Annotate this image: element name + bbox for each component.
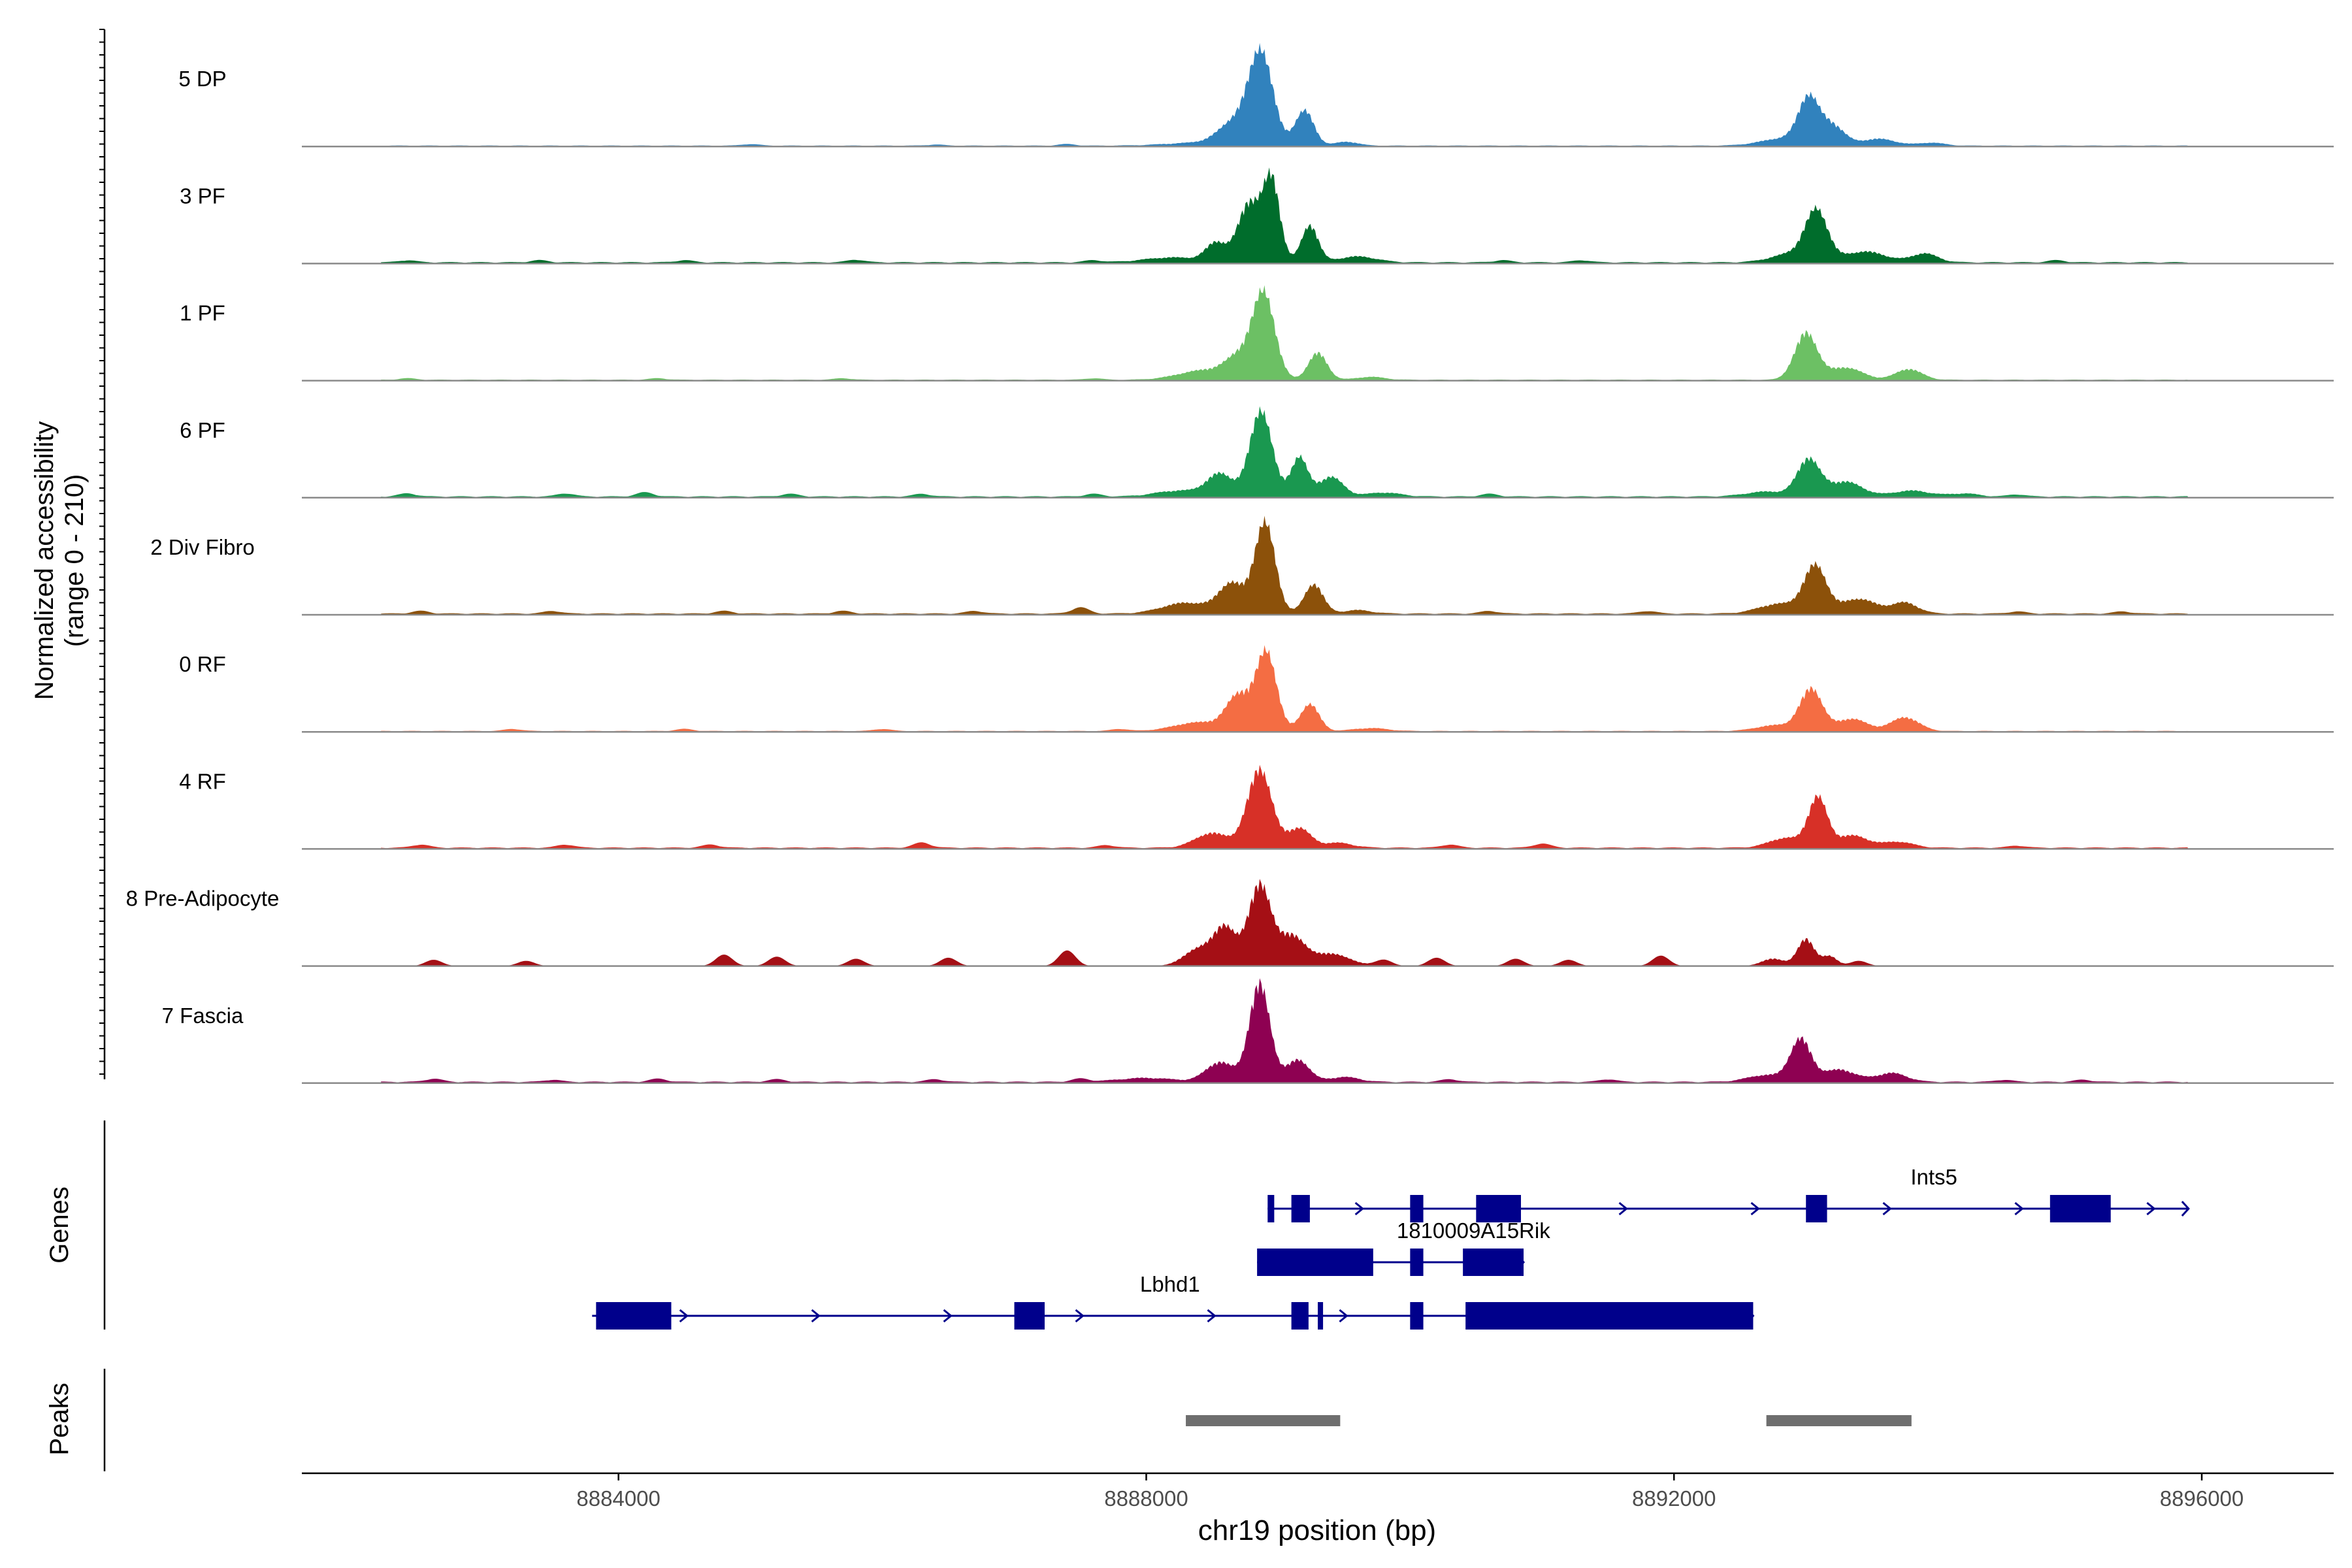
exon xyxy=(1476,1195,1521,1222)
gene-label: Ints5 xyxy=(1910,1165,1957,1189)
peak-region xyxy=(1186,1415,1341,1426)
exon xyxy=(1410,1195,1424,1222)
strand-arrow xyxy=(2181,1200,2190,1217)
track-label: 3 PF xyxy=(180,184,225,208)
x-tick-label: 8888000 xyxy=(1104,1486,1188,1511)
x-axis-label: chr19 position (bp) xyxy=(1198,1514,1436,1546)
track-labels: 5 DP 3 PF 1 PF 6 PF 2 Div Fibro 0 RF 4 RF 8 Pre… xyxy=(126,67,280,1028)
strand-arrow xyxy=(1618,1201,1628,1216)
track-label: 8 Pre-Adipocyte xyxy=(126,887,280,911)
exon xyxy=(1257,1249,1373,1276)
y-axis-ticks xyxy=(99,29,105,1075)
strand-arrow xyxy=(1339,1309,1348,1323)
track-label: 7 Fascia xyxy=(162,1004,244,1028)
strand-arrow xyxy=(1207,1309,1217,1323)
exon xyxy=(1267,1195,1275,1222)
coverage-area-track-8 xyxy=(381,879,2189,966)
track-label: 4 RF xyxy=(179,769,226,793)
exon xyxy=(1291,1195,1310,1222)
strand-arrow xyxy=(1750,1201,1760,1216)
strand-arrow xyxy=(1882,1201,1892,1216)
y-axis-label: Normalized accessibility xyxy=(30,421,59,700)
coverage-area-track-7 xyxy=(381,764,2189,849)
coverage-area-track-5 xyxy=(381,515,2189,615)
x-tick-label: 8884000 xyxy=(576,1486,660,1511)
peak-region xyxy=(1766,1415,1912,1426)
peak-regions xyxy=(1186,1415,1912,1426)
track-label: 6 PF xyxy=(180,418,225,442)
exon xyxy=(596,1302,672,1330)
y-axis-range-label: (range 0 - 210) xyxy=(60,474,89,647)
exon xyxy=(1410,1302,1424,1330)
strand-arrow xyxy=(811,1309,821,1323)
exon xyxy=(1291,1302,1309,1330)
coverage-area-track-2 xyxy=(381,167,2189,264)
coverage-area-track-3 xyxy=(381,285,2189,381)
exon xyxy=(1465,1302,1754,1330)
x-tick-label: 8896000 xyxy=(2160,1486,2244,1511)
track-label: 0 RF xyxy=(179,652,226,676)
exon xyxy=(1014,1302,1045,1330)
genes-panel-label: Genes xyxy=(45,1186,74,1264)
gene-annotations: Ints5 1810009A15Rik Lbhd1 xyxy=(592,1165,2190,1330)
strand-arrow xyxy=(1354,1201,1364,1216)
exon xyxy=(1806,1195,1827,1222)
track-label: 5 DP xyxy=(178,67,226,91)
coverage-area-track-9 xyxy=(381,978,2189,1083)
x-axis-ticks: 8884000 8888000 8892000 8896000 xyxy=(576,1473,2244,1511)
strand-arrow xyxy=(2146,1201,2156,1216)
exon xyxy=(2050,1195,2111,1222)
gene-label: 1810009A15Rik xyxy=(1397,1218,1550,1243)
strand-arrow xyxy=(2014,1201,2024,1216)
exon xyxy=(1463,1249,1524,1276)
exon xyxy=(1318,1302,1324,1330)
coverage-area-track-6 xyxy=(381,645,2189,732)
gene-label: Lbhd1 xyxy=(1140,1272,1200,1296)
strand-arrow xyxy=(1075,1309,1085,1323)
strand-arrow xyxy=(943,1309,953,1323)
track-label: 1 PF xyxy=(180,301,225,325)
coverage-area-track-4 xyxy=(381,406,2189,498)
coverage-area-track-1 xyxy=(381,42,2189,147)
x-tick-label: 8892000 xyxy=(1632,1486,1716,1511)
strand-arrow xyxy=(679,1309,689,1323)
peaks-panel-label: Peaks xyxy=(45,1382,74,1455)
track-label: 2 Div Fibro xyxy=(150,535,255,559)
exon xyxy=(1410,1249,1424,1276)
coverage-tracks xyxy=(302,42,2334,1085)
